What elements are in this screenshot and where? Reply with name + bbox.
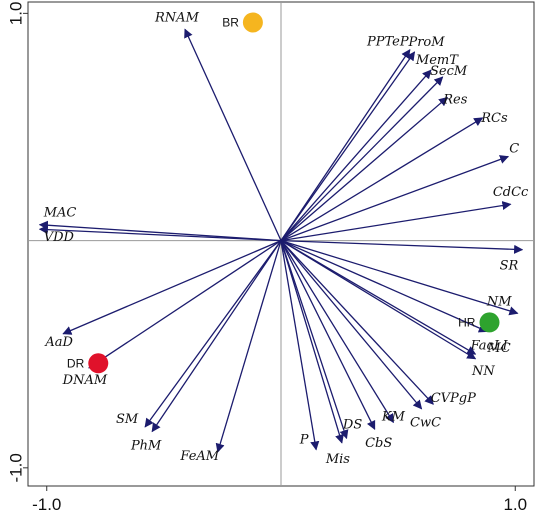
vector-cdcc xyxy=(280,201,512,242)
group-markers: BR HR DR xyxy=(67,12,500,374)
vector-label-p: P xyxy=(299,433,309,448)
x-tick-label: -1.0 xyxy=(32,495,61,514)
group-label-dr: DR xyxy=(67,356,85,370)
vector-label-res: Res xyxy=(442,92,467,107)
vector-label-prom: ProM xyxy=(407,35,445,50)
vector-nn xyxy=(280,240,477,360)
vector-cwc xyxy=(280,240,423,410)
vector-label-c: C xyxy=(509,142,519,157)
vector-mis xyxy=(280,240,344,444)
vector-label-mc: MC xyxy=(486,341,510,356)
y-tick-label: 1.0 xyxy=(6,2,25,26)
axis-ticks: -1.0 1.0 1.0 -1.0 xyxy=(6,2,527,514)
vector-cbs xyxy=(280,240,376,431)
vector-label-nm: NM xyxy=(486,294,512,309)
vector-rcs xyxy=(280,117,484,242)
vector-label-nn: NN xyxy=(471,364,495,379)
vector-dnam xyxy=(88,240,282,369)
group-label-hr: HR xyxy=(458,315,476,329)
vector-label-rnam: RNAM xyxy=(154,10,200,25)
vector-p xyxy=(280,240,320,451)
vector-feam xyxy=(215,240,282,453)
vector-c xyxy=(280,155,510,242)
vector-label-sr: SR xyxy=(500,259,519,274)
vector-aad xyxy=(62,239,282,335)
vector-rnam xyxy=(184,28,282,241)
vector-sm xyxy=(144,240,282,428)
vector-label-km: KM xyxy=(381,409,406,424)
group-label-br: BR xyxy=(222,15,239,29)
vector-sr xyxy=(280,239,524,254)
vector-ds xyxy=(280,240,349,440)
vector-label-pptep: PPTeP xyxy=(366,35,409,50)
vector-res xyxy=(280,96,449,242)
y-tick-label: -1.0 xyxy=(6,453,25,482)
vector-label-cbs: CbS xyxy=(365,436,392,451)
vector-km xyxy=(280,240,394,424)
x-tick-label: 1.0 xyxy=(503,495,527,514)
vector-nm xyxy=(280,239,519,316)
group-point-dr xyxy=(88,353,109,374)
vector-label-facli: FacLI xyxy=(470,338,509,353)
vector-cvpgp xyxy=(280,240,434,405)
vector-facli xyxy=(280,239,488,333)
vector-label-aad: AaD xyxy=(44,335,73,350)
vector-label-dnam: DNAM xyxy=(62,373,108,388)
vector-label-vdd: VDD xyxy=(44,230,75,245)
vector-label-memt: MemT xyxy=(415,53,459,68)
vector-label-cvpgp: CVPgP xyxy=(431,391,476,406)
vector-label-phm: PhM xyxy=(130,438,162,453)
vector-secm xyxy=(280,76,444,242)
vector-vdd xyxy=(38,225,282,242)
group-point-br xyxy=(242,12,263,33)
vector-label-ds: DS xyxy=(342,417,362,432)
vector-phm xyxy=(151,240,282,433)
vector-label-cdcc: CdCc xyxy=(493,185,529,200)
vector-label-cwc: CwC xyxy=(410,416,441,431)
vector-label-secm: SecM xyxy=(430,64,468,79)
vector-mac xyxy=(38,220,282,242)
vector-label-mac: MAC xyxy=(43,206,77,221)
vector-prom xyxy=(280,51,416,241)
vector-label-rcs: RCs xyxy=(480,111,508,126)
vector-label-sm: SM xyxy=(116,412,139,427)
group-point-hr xyxy=(479,312,500,333)
vector-label-mis: Mis xyxy=(325,452,350,467)
vector-pptep xyxy=(280,48,411,241)
vector-label-feam: FeAM xyxy=(179,449,219,464)
vector-memt xyxy=(280,69,432,242)
